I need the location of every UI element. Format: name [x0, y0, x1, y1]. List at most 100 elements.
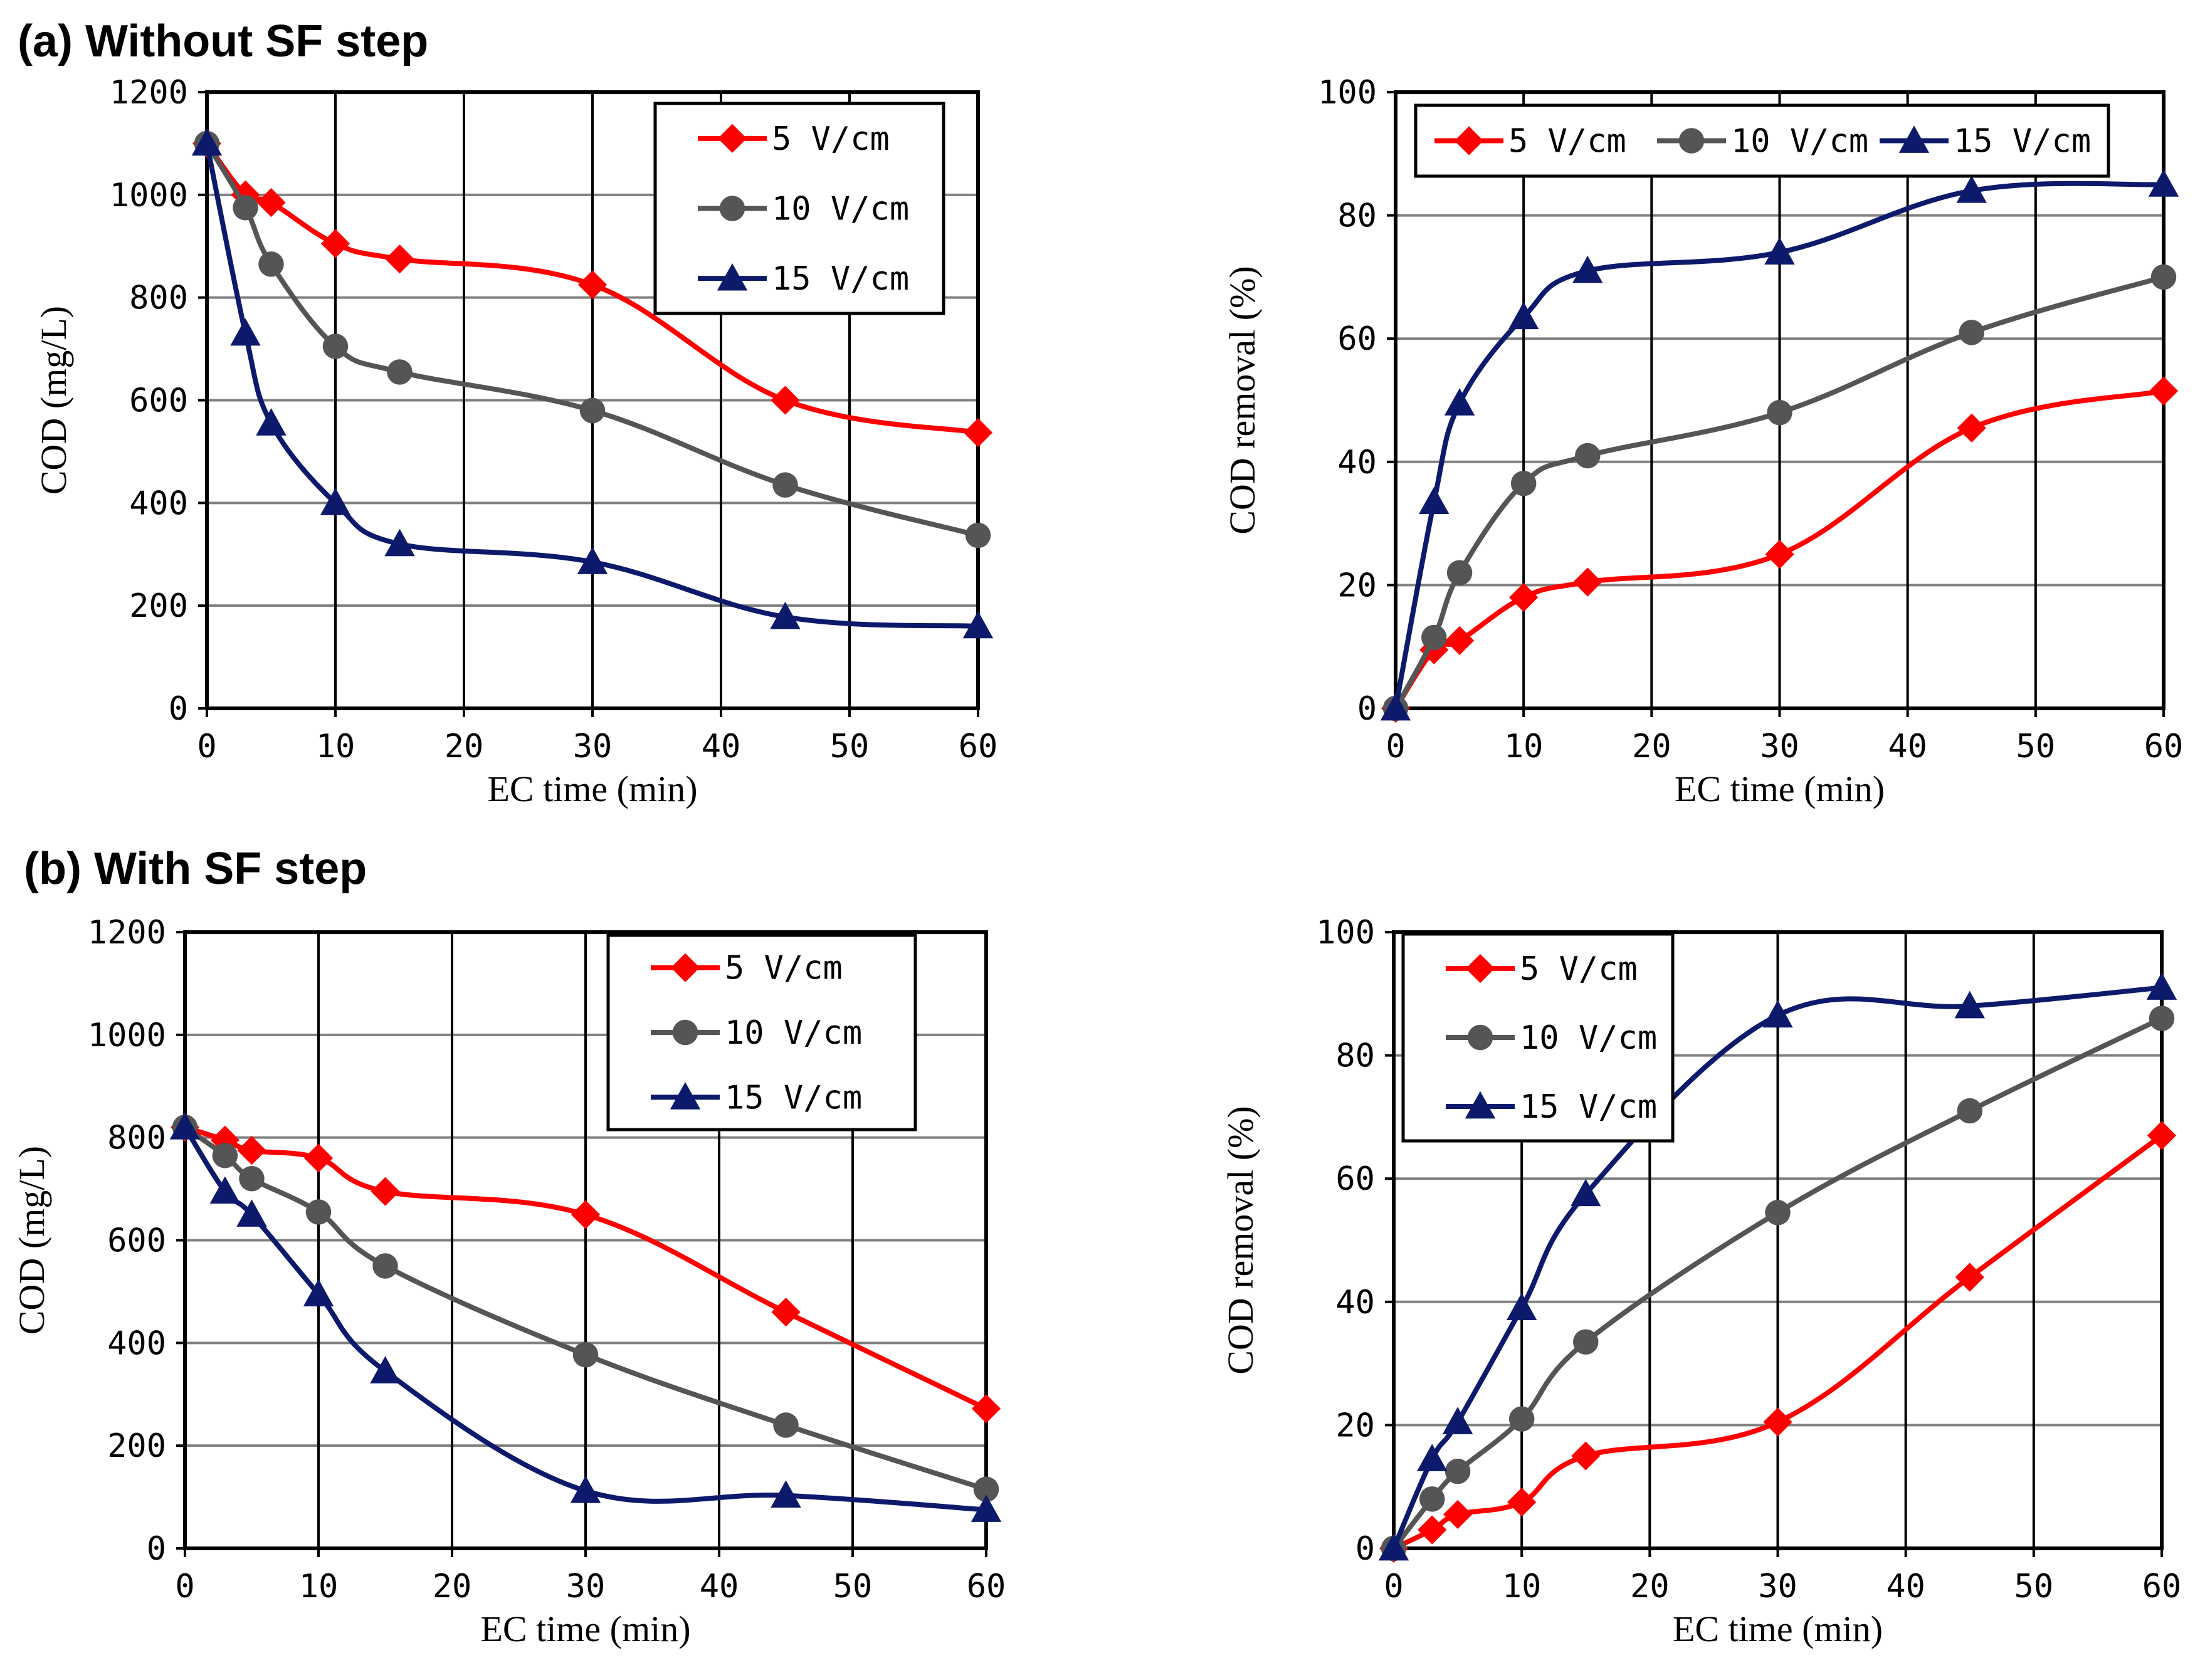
data-point [579, 397, 606, 424]
y-tick-label: 400 [129, 485, 188, 522]
x-tick-label: 50 [2014, 1568, 2054, 1605]
data-point [1765, 540, 1794, 569]
data-point [571, 1200, 601, 1229]
data-point [1573, 1329, 1599, 1355]
section-a-title: (a) Without SF step [18, 16, 428, 66]
legend: 5 V/cm 10 V/cm 15 V/cm [1414, 103, 2110, 178]
data-point [1954, 990, 1985, 1019]
data-point [209, 1176, 241, 1204]
x-tick-label: 0 [1386, 728, 1405, 765]
data-point [2147, 1121, 2177, 1150]
y-tick-label: 40 [1337, 444, 1377, 481]
legend-marker [1454, 126, 1484, 155]
data-point [1571, 1441, 1601, 1471]
data-point [1573, 567, 1602, 597]
data-point [1957, 413, 1986, 443]
x-tick-label: 30 [1758, 1568, 1797, 1605]
data-point [210, 1125, 239, 1155]
data-point [973, 1476, 999, 1503]
y-tick-label: 200 [129, 587, 188, 625]
data-point [169, 1112, 201, 1140]
data-point [322, 333, 349, 359]
y-tick-label: 80 [1337, 197, 1377, 235]
legend-label: 15 V/cm [1520, 1088, 1657, 1126]
section-b-title: (b) With SF step [24, 844, 367, 894]
data-point [1378, 1533, 1409, 1561]
x-tick-label: 20 [445, 728, 484, 765]
data-point [2149, 376, 2179, 406]
legend-label: 5 V/cm [725, 950, 843, 987]
data-point [387, 359, 413, 385]
legend-label: 10 V/cm [725, 1014, 862, 1052]
x-axis-title: EC time (min) [487, 769, 697, 809]
legend-label: 10 V/cm [772, 191, 909, 228]
x-tick-label: 60 [2144, 728, 2184, 765]
y-tick-label: 100 [1316, 914, 1375, 952]
data-point [239, 1165, 265, 1192]
data-point [371, 1177, 400, 1206]
data-point [1446, 560, 1473, 585]
legend-marker [1898, 125, 1930, 153]
legend-label: 15 V/cm [772, 260, 909, 298]
legend-label: 5 V/cm [1508, 123, 1626, 160]
data-point [320, 488, 351, 515]
data-point [1442, 1407, 1473, 1434]
legend-marker [1678, 128, 1705, 154]
x-tick-label: 50 [830, 728, 870, 765]
x-axis-title: EC time (min) [1675, 769, 1885, 809]
data-point [1575, 443, 1601, 469]
data-point [370, 1356, 401, 1383]
data-point [1508, 302, 1539, 330]
x-tick-label: 60 [959, 728, 998, 765]
data-point [1445, 1458, 1471, 1484]
x-tick-label: 20 [1632, 728, 1671, 765]
x-tick-label: 30 [573, 728, 613, 765]
x-tick-label: 10 [1504, 728, 1544, 765]
data-point [1572, 255, 1603, 283]
data-point [971, 1494, 1002, 1522]
legend-marker [1465, 953, 1495, 984]
data-point [1509, 582, 1539, 612]
x-axis-title: EC time (min) [480, 1609, 690, 1649]
y-tick-label: 0 [169, 690, 188, 728]
data-point [1418, 1515, 1447, 1545]
legend-marker [1465, 1091, 1496, 1119]
data-point [1957, 1098, 1982, 1124]
x-tick-label: 20 [433, 1568, 472, 1605]
data-point [303, 1143, 334, 1173]
y-axis-title: COD removal (%) [1222, 266, 1263, 534]
data-point [1763, 1407, 1792, 1437]
legend-label: 15 V/cm [1954, 123, 2091, 160]
data-point [1507, 1488, 1537, 1517]
data-point [1419, 486, 1450, 515]
data-point [1955, 1263, 1984, 1292]
data-point [772, 472, 798, 498]
legend-label: 5 V/cm [772, 120, 890, 158]
data-point [2148, 169, 2179, 197]
data-point [1443, 1499, 1473, 1530]
data-point [2146, 972, 2177, 1000]
chart-b-cod: 0 200 400 600 800 1000 1200 0 10 20 30 40 50 60 EC tim… [11, 914, 1006, 1649]
data-point [1767, 399, 1792, 426]
data-point [385, 244, 414, 274]
y-tick-label: 400 [107, 1325, 166, 1362]
y-tick-label: 0 [1355, 1530, 1375, 1568]
data-point [1419, 1486, 1445, 1512]
x-tick-label: 40 [1888, 728, 1927, 765]
y-axis-title: COD (mg/L) [11, 1146, 52, 1335]
data-point [962, 611, 994, 639]
y-tick-label: 600 [107, 1222, 166, 1260]
data-point [971, 1394, 1001, 1424]
chart-a-cod: 0 200 400 600 800 1000 1200 0 10 20 30 40 50 60 EC tim… [33, 74, 997, 809]
data-point [258, 251, 284, 277]
y-tick-label: 20 [1335, 1407, 1375, 1444]
data-point [2150, 264, 2177, 290]
y-tick-label: 100 [1318, 74, 1377, 112]
legend-label: 5 V/cm [1520, 950, 1638, 988]
data-point [771, 1298, 801, 1327]
data-point [1510, 470, 1537, 496]
x-tick-label: 30 [1760, 728, 1799, 765]
y-tick-label: 40 [1335, 1284, 1375, 1321]
